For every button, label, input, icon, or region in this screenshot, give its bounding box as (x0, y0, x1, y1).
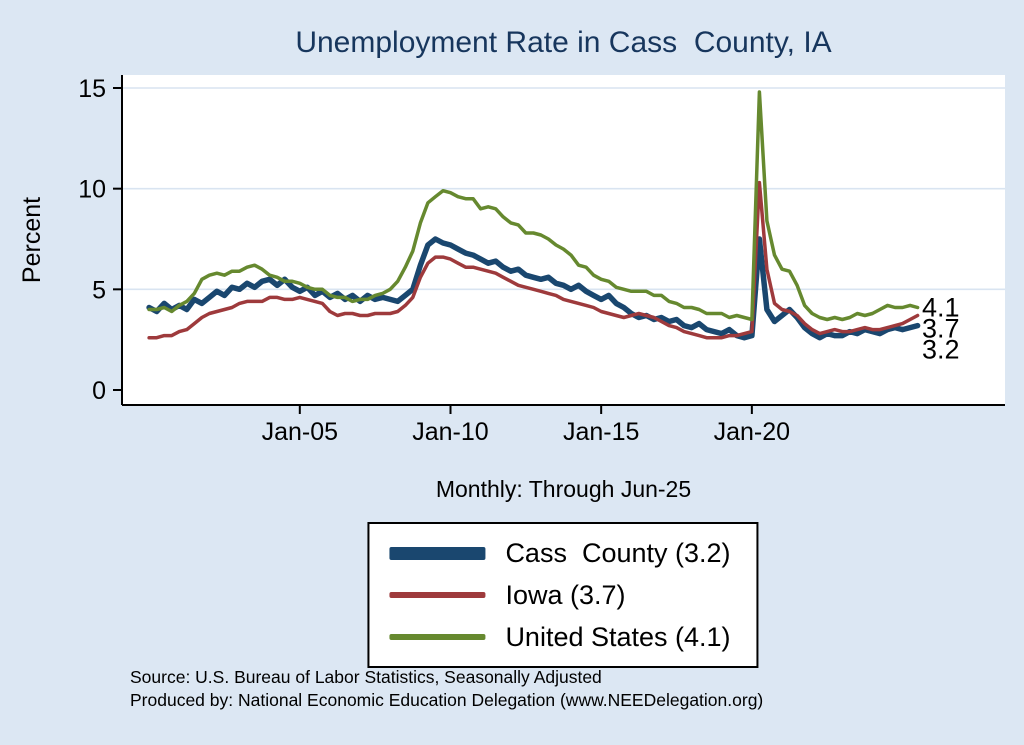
y-axis-label: Percent (18, 197, 46, 283)
legend-item-united-states: United States (4.1) (389, 620, 731, 654)
end-value-label: 3.7 (922, 313, 960, 343)
x-tick-label: Jan-20 (714, 418, 790, 446)
x-tick-label: Jan-15 (563, 418, 639, 446)
series-line-united-states (147, 90, 920, 322)
end-value-label: 3.2 (922, 334, 960, 364)
source-note: Source: U.S. Bureau of Labor Statistics,… (130, 666, 763, 711)
legend-swatch-cass-county (389, 546, 486, 560)
y-tick-label: 15 (78, 75, 106, 103)
series-line-iowa (147, 180, 920, 340)
source-line-1: Source: U.S. Bureau of Labor Statistics,… (130, 667, 602, 687)
x-tick-label: Jan-05 (262, 418, 338, 446)
chart-title: Unemployment Rate in Cass County, IA (295, 26, 832, 59)
plot-background (122, 75, 1005, 405)
legend-item-cass-county: Cass County (3.2) (389, 536, 731, 570)
end-value-label: 4.1 (922, 292, 960, 322)
y-tick-label: 10 (78, 176, 106, 204)
legend-swatch-iowa (389, 592, 486, 598)
y-tick-label: 0 (92, 377, 106, 405)
chart-subtitle: Monthly: Through Jun-25 (435, 476, 692, 502)
legend-label-cass-county: Cass County (3.2) (505, 537, 731, 568)
series-line-cass-county (146, 236, 921, 341)
legend: Cass County (3.2) Iowa (3.7) United Stat… (367, 522, 759, 668)
source-line-2: Produced by: National Economic Education… (130, 689, 764, 710)
plot-area: 0 5 10 15 Jan-05 Jan-10 Jan-15 Jan-20 Percent 4.1… (18, 75, 1005, 446)
legend-item-iowa: Iowa (3.7) (389, 578, 730, 612)
y-tick-label: 5 (92, 276, 106, 304)
legend-swatch-united-states (389, 634, 486, 640)
legend-label-iowa: Iowa (3.7) (505, 579, 626, 610)
x-tick-label: Jan-10 (412, 418, 488, 446)
legend-label-united-states: United States (4.1) (505, 621, 731, 652)
